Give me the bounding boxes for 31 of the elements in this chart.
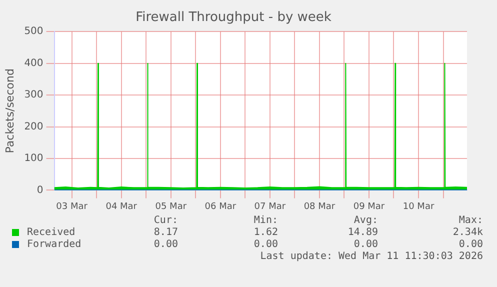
y-tick-label: 0 bbox=[36, 184, 44, 196]
x-tick-label: 07 Mar bbox=[254, 202, 286, 212]
text: 1.62 bbox=[252, 227, 278, 238]
text: 14.89 bbox=[346, 227, 378, 238]
x-tick-label: 10 Mar bbox=[402, 202, 434, 212]
text: 0.00 bbox=[152, 239, 178, 250]
x-tick-label: 06 Mar bbox=[204, 202, 236, 212]
text: 2.34k bbox=[452, 227, 483, 238]
text: Last update: Wed Mar 11 11:30:03 2026 bbox=[259, 250, 484, 262]
text: 8.17 bbox=[152, 227, 178, 238]
text: Min: bbox=[252, 215, 278, 226]
y-tick-label: 100 bbox=[24, 153, 44, 164]
y-tick-label: 200 bbox=[24, 121, 44, 132]
y-tick-label: 500 bbox=[24, 26, 44, 38]
y-axis-title: Packets/second bbox=[3, 68, 16, 154]
text: 0.00 bbox=[352, 239, 378, 250]
text: Max: bbox=[458, 215, 483, 226]
y-tick-label: 400 bbox=[24, 58, 44, 69]
x-tick-label: 05 Mar bbox=[155, 202, 187, 212]
x-tick-label: 08 Mar bbox=[304, 202, 336, 212]
x-tick-label: 03 Mar bbox=[56, 202, 88, 212]
legend-label: Forwarded bbox=[27, 239, 82, 250]
x-tick-label: 04 Mar bbox=[106, 202, 138, 212]
text: 0.00 bbox=[458, 239, 483, 250]
legend-label: Received bbox=[27, 227, 76, 238]
x-tick-label: 09 Mar bbox=[353, 202, 385, 212]
text: Cur: bbox=[152, 215, 178, 226]
text: 0.00 bbox=[252, 239, 278, 250]
text: Avg: bbox=[352, 215, 378, 226]
chart-title: Firewall Throughput - by week bbox=[136, 10, 332, 26]
y-tick-label: 300 bbox=[24, 90, 44, 101]
